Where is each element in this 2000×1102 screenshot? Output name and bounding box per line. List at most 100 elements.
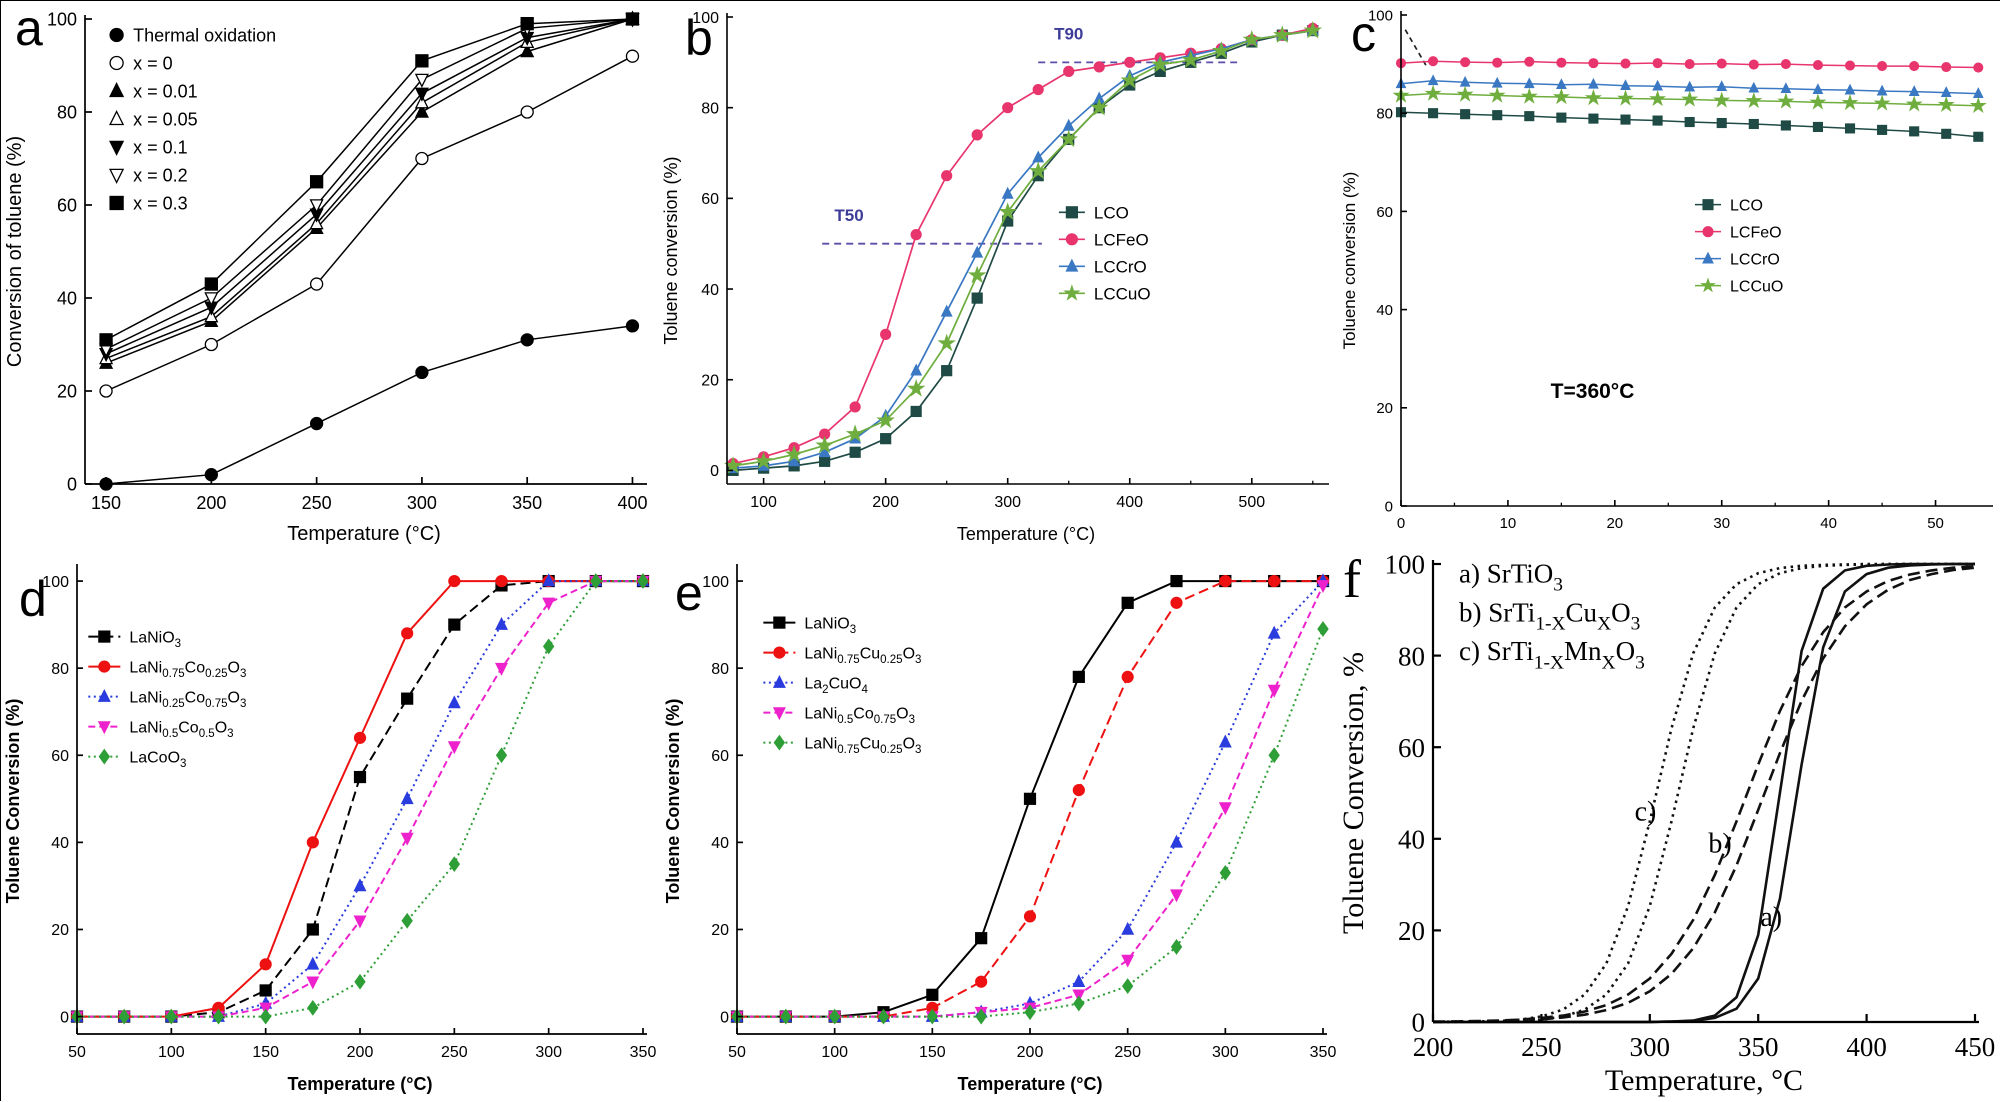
svg-text:Temperature (°C): Temperature (°C) (287, 523, 441, 545)
svg-text:T=360°C: T=360°C (1551, 380, 1635, 403)
svg-text:300: 300 (535, 1044, 562, 1061)
svg-text:20: 20 (711, 922, 729, 939)
svg-text:b): b) (1708, 829, 1731, 860)
svg-text:LCO: LCO (1094, 203, 1129, 222)
svg-text:250: 250 (302, 493, 332, 513)
svg-text:Temperature (°C): Temperature (°C) (288, 1074, 433, 1094)
svg-text:x = 0.1: x = 0.1 (133, 137, 188, 157)
svg-text:b) SrTi1-XCuXO3: b) SrTi1-XCuXO3 (1459, 597, 1640, 634)
svg-text:400: 400 (617, 493, 647, 513)
svg-text:200: 200 (347, 1044, 374, 1061)
svg-text:x = 0: x = 0 (133, 53, 173, 73)
svg-text:80: 80 (701, 100, 719, 117)
svg-text:LCCrO: LCCrO (1730, 251, 1780, 268)
svg-text:0: 0 (720, 1009, 729, 1026)
svg-text:350: 350 (630, 1044, 657, 1061)
chart-c: 0 10 20 30 40 50 0 20 40 60 80 100 Toluene conversio… (1340, 7, 1993, 532)
panel-e: e 50 100 150 200 250 300 350 0 20 40 60 80 100 Temper… (661, 552, 1341, 1102)
svg-text:100: 100 (47, 9, 77, 29)
svg-text:LCFeO: LCFeO (1730, 224, 1782, 241)
svg-text:0: 0 (60, 1009, 69, 1026)
svg-text:200: 200 (196, 493, 226, 513)
svg-text:400: 400 (1116, 494, 1143, 511)
svg-text:Toluene Conversion, %: Toluene Conversion, % (1337, 652, 1370, 934)
svg-text:LaCoO3: LaCoO3 (129, 749, 186, 770)
svg-text:250: 250 (1114, 1044, 1141, 1061)
svg-text:Temperature, °C: Temperature, °C (1605, 1064, 1803, 1097)
svg-text:20: 20 (1606, 515, 1623, 532)
svg-text:40: 40 (51, 835, 69, 852)
svg-text:Toluene Conversion (%): Toluene Conversion (%) (663, 699, 683, 904)
svg-text:LCCuO: LCCuO (1730, 278, 1783, 295)
svg-text:30: 30 (1713, 515, 1730, 532)
svg-text:a): a) (1760, 902, 1782, 933)
svg-text:20: 20 (1376, 400, 1393, 417)
svg-text:LaNiO3: LaNiO3 (804, 615, 856, 636)
svg-text:350: 350 (1738, 1032, 1779, 1062)
chart-a: 150 200 250 300 350 400 0 20 40 60 80 100 Temperatur… (4, 9, 647, 545)
svg-text:20: 20 (51, 922, 69, 939)
svg-text:Thermal oxidation: Thermal oxidation (133, 25, 276, 45)
svg-text:60: 60 (57, 195, 77, 215)
svg-text:x = 0.05: x = 0.05 (133, 109, 198, 129)
svg-text:LaNi0.25Co0.75O3: LaNi0.25Co0.75O3 (129, 689, 246, 710)
svg-text:450: 450 (1955, 1032, 1996, 1062)
svg-text:400: 400 (1846, 1032, 1887, 1062)
svg-text:20: 20 (1398, 916, 1425, 946)
svg-text:c) SrTi1-XMnXO3: c) SrTi1-XMnXO3 (1459, 636, 1645, 673)
svg-text:60: 60 (711, 748, 729, 765)
svg-text:200: 200 (1017, 1044, 1044, 1061)
chart-b: 100 200 300 400 500 0 20 40 60 80 100 Temperature (… (661, 10, 1329, 544)
svg-text:LaNi0.75Cu0.25O3: LaNi0.75Cu0.25O3 (804, 735, 921, 756)
svg-text:LaNiO3: LaNiO3 (129, 629, 181, 650)
svg-text:LaNi0.75Cu0.25O3: LaNi0.75Cu0.25O3 (804, 645, 921, 666)
svg-text:10: 10 (1500, 515, 1517, 532)
panel-f: f 200 250 300 350 400 450 0 20 40 60 80 100 Temperat… (1337, 550, 2000, 1102)
svg-text:60: 60 (1376, 204, 1393, 221)
svg-text:LaNi0.75Co0.25O3: LaNi0.75Co0.25O3 (129, 659, 246, 680)
svg-text:x = 0.3: x = 0.3 (133, 193, 188, 213)
svg-text:20: 20 (57, 381, 77, 401)
svg-text:100: 100 (821, 1044, 848, 1061)
svg-text:0: 0 (710, 463, 719, 480)
svg-text:200: 200 (1413, 1032, 1454, 1062)
svg-text:40: 40 (701, 282, 719, 299)
svg-text:50: 50 (728, 1044, 746, 1061)
svg-text:100: 100 (702, 574, 729, 591)
svg-text:Temperature (°C): Temperature (°C) (958, 1074, 1103, 1094)
svg-text:200: 200 (872, 494, 899, 511)
panel-a: a 150 200 250 300 350 400 0 20 40 60 80 100 Temperat… (1, 1, 661, 552)
svg-text:a) SrTiO3: a) SrTiO3 (1459, 558, 1563, 595)
svg-text:x = 0.01: x = 0.01 (133, 81, 198, 101)
panel-d: d 50 100 150 200 250 300 350 0 20 40 60 80 100 Temper… (1, 552, 661, 1102)
svg-text:100: 100 (158, 1044, 185, 1061)
svg-text:100: 100 (42, 574, 69, 591)
svg-text:40: 40 (1398, 825, 1425, 855)
svg-text:300: 300 (1630, 1032, 1671, 1062)
svg-text:250: 250 (1521, 1032, 1562, 1062)
svg-text:0: 0 (1412, 1008, 1426, 1038)
svg-text:150: 150 (919, 1044, 946, 1061)
svg-text:LaNi0.5Co0.5O3: LaNi0.5Co0.5O3 (129, 719, 233, 740)
svg-text:80: 80 (1376, 106, 1393, 123)
svg-text:50: 50 (1927, 515, 1944, 532)
chart-d: 50 100 150 200 250 300 350 0 20 40 60 80 100 Temperat… (3, 564, 657, 1094)
svg-text:80: 80 (711, 661, 729, 678)
svg-text:0: 0 (1385, 498, 1393, 515)
svg-text:250: 250 (441, 1044, 468, 1061)
svg-text:0: 0 (67, 474, 77, 494)
svg-text:80: 80 (51, 661, 69, 678)
svg-text:40: 40 (1820, 515, 1837, 532)
svg-text:60: 60 (701, 191, 719, 208)
svg-text:100: 100 (1385, 550, 1426, 580)
svg-text:500: 500 (1238, 494, 1265, 511)
svg-text:40: 40 (1376, 302, 1393, 319)
svg-text:300: 300 (1212, 1044, 1239, 1061)
panel-b: b 100 200 300 400 500 0 20 40 60 80 100 Temperature… (661, 1, 1341, 552)
svg-text:50: 50 (68, 1044, 86, 1061)
svg-text:LCFeO: LCFeO (1094, 230, 1149, 249)
svg-text:40: 40 (57, 288, 77, 308)
svg-text:100: 100 (692, 10, 719, 27)
panel-c: c 0 10 20 30 40 50 0 20 40 60 80 100 Toluene convers… (1340, 1, 2000, 552)
